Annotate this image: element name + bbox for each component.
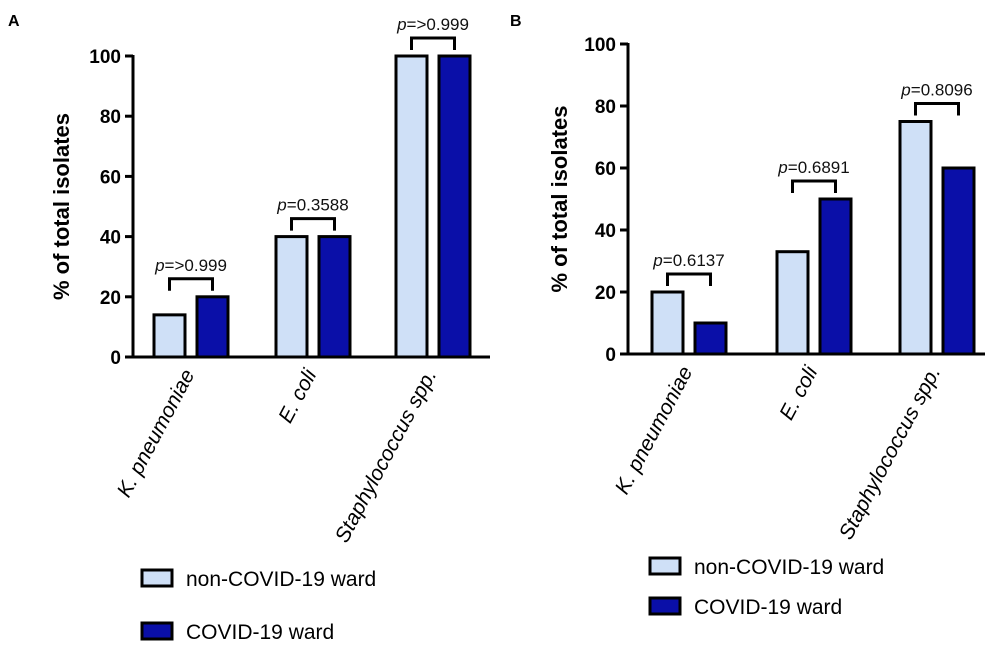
p-value-text: =0.6137 xyxy=(663,251,725,270)
category-label: K. pneumoniae xyxy=(611,363,698,499)
bar-covid-1 xyxy=(693,321,728,356)
p-value-label: p=0.6137 xyxy=(652,251,724,270)
bar-covid-2 xyxy=(818,197,853,356)
bar-covid-3 xyxy=(941,166,976,356)
y-tick-label: 60 xyxy=(100,167,121,188)
legend-swatch-non-covid xyxy=(648,556,682,576)
p-value-prefix: p xyxy=(396,15,406,34)
significance-bracket xyxy=(791,179,837,193)
bar-non-covid-2 xyxy=(775,250,810,356)
y-tick-label: 40 xyxy=(595,221,616,242)
y-tick-label: 80 xyxy=(100,107,121,128)
p-value-label: p=0.8096 xyxy=(900,81,972,100)
p-value-prefix: p xyxy=(276,196,286,215)
bar-covid-3 xyxy=(437,54,472,359)
legend-label-non-covid: non-COVID-19 ward xyxy=(186,568,376,591)
bar-non-covid-3 xyxy=(394,54,429,359)
y-axis-label: % of total isolates xyxy=(49,113,74,300)
bar-non-covid-1 xyxy=(650,290,685,356)
y-tick-label: 100 xyxy=(584,35,616,56)
p-value-label: p=0.3588 xyxy=(276,196,348,215)
panel-letter: A xyxy=(8,13,20,30)
legend-swatch-covid xyxy=(648,596,682,616)
p-value-text: =0.8096 xyxy=(911,81,973,100)
significance-bracket xyxy=(168,277,214,291)
p-value-prefix: p xyxy=(900,81,910,100)
p-value-prefix: p xyxy=(652,251,662,270)
significance-bracket xyxy=(666,272,712,286)
bar-covid-2 xyxy=(317,235,352,359)
p-value-text: =>0.999 xyxy=(407,15,469,34)
category-label: E. coli xyxy=(274,364,322,426)
y-tick-label: 80 xyxy=(595,97,616,118)
y-tick-label: 100 xyxy=(89,47,121,68)
p-value-prefix: p xyxy=(777,158,787,177)
y-tick-label: 20 xyxy=(595,283,616,304)
y-tick-label: 40 xyxy=(100,228,121,249)
y-axis-label: % of total isolates xyxy=(547,105,572,292)
significance-bracket xyxy=(914,102,960,116)
y-tick-label: 20 xyxy=(100,288,121,309)
significance-bracket xyxy=(290,217,336,231)
category-label: E. coli xyxy=(775,361,823,423)
p-value-text: =0.3588 xyxy=(287,196,349,215)
bar-non-covid-2 xyxy=(274,235,309,359)
legend-label-non-covid: non-COVID-19 ward xyxy=(694,556,884,579)
p-value-prefix: p xyxy=(154,256,164,275)
bar-covid-1 xyxy=(195,295,230,359)
legend-label-covid: COVID-19 ward xyxy=(186,621,334,644)
legend-swatch-non-covid xyxy=(140,568,174,588)
legend-label-covid: COVID-19 ward xyxy=(694,596,842,619)
bar-non-covid-3 xyxy=(898,120,933,356)
bar-non-covid-1 xyxy=(152,313,187,359)
category-label: K. pneumoniae xyxy=(113,366,200,502)
significance-bracket xyxy=(410,36,456,50)
p-value-text: =>0.999 xyxy=(165,256,227,275)
category-label: Staphylococcus spp. xyxy=(331,366,442,547)
p-value-label: p=>0.999 xyxy=(154,256,227,275)
p-value-label: p=0.6891 xyxy=(777,158,849,177)
y-tick-label: 0 xyxy=(605,345,616,366)
y-tick-label: 60 xyxy=(595,159,616,180)
legend-swatch-covid xyxy=(140,621,174,641)
p-value-label: p=>0.999 xyxy=(396,15,469,34)
panel-letter: B xyxy=(510,13,522,30)
y-tick-label: 0 xyxy=(110,348,121,369)
category-label: Staphylococcus spp. xyxy=(835,363,946,544)
p-value-text: =0.6891 xyxy=(788,158,850,177)
